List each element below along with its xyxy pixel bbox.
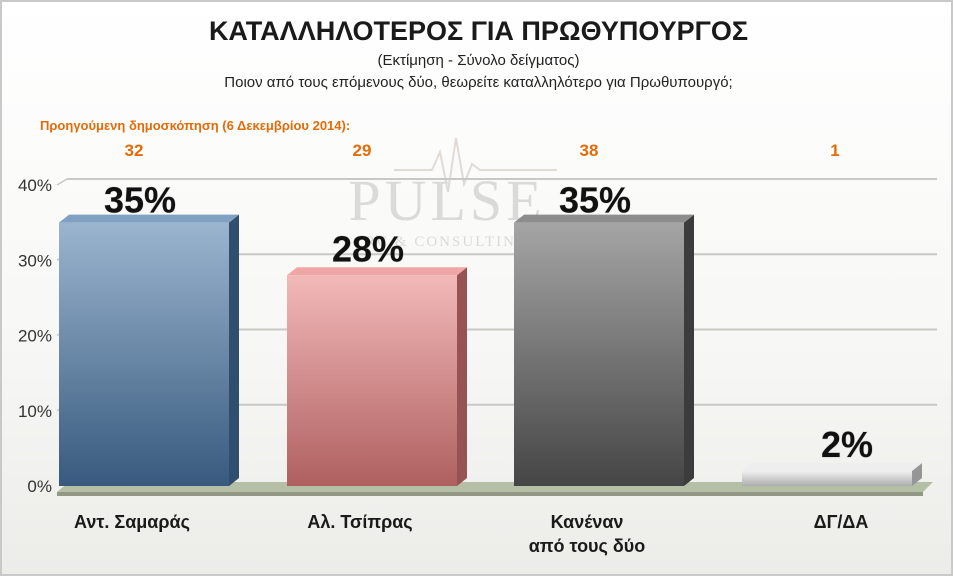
bar-top [742, 462, 922, 471]
data-label: 28% [332, 228, 404, 269]
x-tick-label: ΔΓ/ΔΑ [814, 512, 869, 532]
y-tick-label: 0% [27, 477, 52, 496]
bar [287, 275, 457, 486]
bar-side [912, 462, 922, 486]
y-tick-label: 10% [18, 402, 52, 421]
data-label: 35% [104, 180, 176, 221]
previous-value: 32 [125, 141, 144, 160]
bar-side [457, 267, 467, 486]
watermark-logo-subtext: RC & CONSULTING [365, 234, 529, 250]
bar [514, 222, 684, 486]
previous-value: 29 [353, 141, 372, 160]
y-tick-label: 30% [18, 251, 52, 270]
y-tick-label: 20% [18, 327, 52, 346]
y-tick-label: 40% [18, 176, 52, 195]
bar [59, 222, 229, 486]
chart-floor [57, 482, 933, 492]
previous-poll-label: Προηγούμενη δημοσκόπηση (6 Δεκεμβρίου 20… [40, 118, 351, 133]
chart-subtitle: (Εκτίμηση - Σύνολο δείγματος) [377, 52, 580, 69]
x-tick-label: από τους δύο [529, 536, 646, 556]
x-tick-label: Κανέναν [551, 512, 624, 532]
gridline-depth [56, 178, 68, 186]
x-tick-label: Αντ. Σαμαράς [74, 512, 190, 532]
bar [742, 470, 912, 486]
data-label: 35% [559, 180, 631, 221]
chart-title: ΚΑΤΑΛΛΗΛΟΤΕΡΟΣ ΓΙΑ ΠΡΩΘΥΠΟΥΡΓΟΣ [208, 16, 749, 46]
bar-top [287, 267, 467, 276]
bar-top [59, 214, 239, 223]
previous-value: 1 [830, 141, 839, 160]
data-label: 2% [821, 424, 873, 465]
previous-value: 38 [580, 141, 599, 160]
x-tick-label: Αλ. Τσίπρας [307, 512, 412, 532]
bar-side [229, 214, 239, 486]
bar-top [514, 214, 694, 223]
chart-floor-edge [57, 492, 923, 496]
chart-question: Ποιον από τους επόμενους δύο, θεωρείτε κ… [224, 74, 733, 91]
watermark-pulse-line [394, 137, 557, 193]
bar-side [684, 214, 694, 486]
